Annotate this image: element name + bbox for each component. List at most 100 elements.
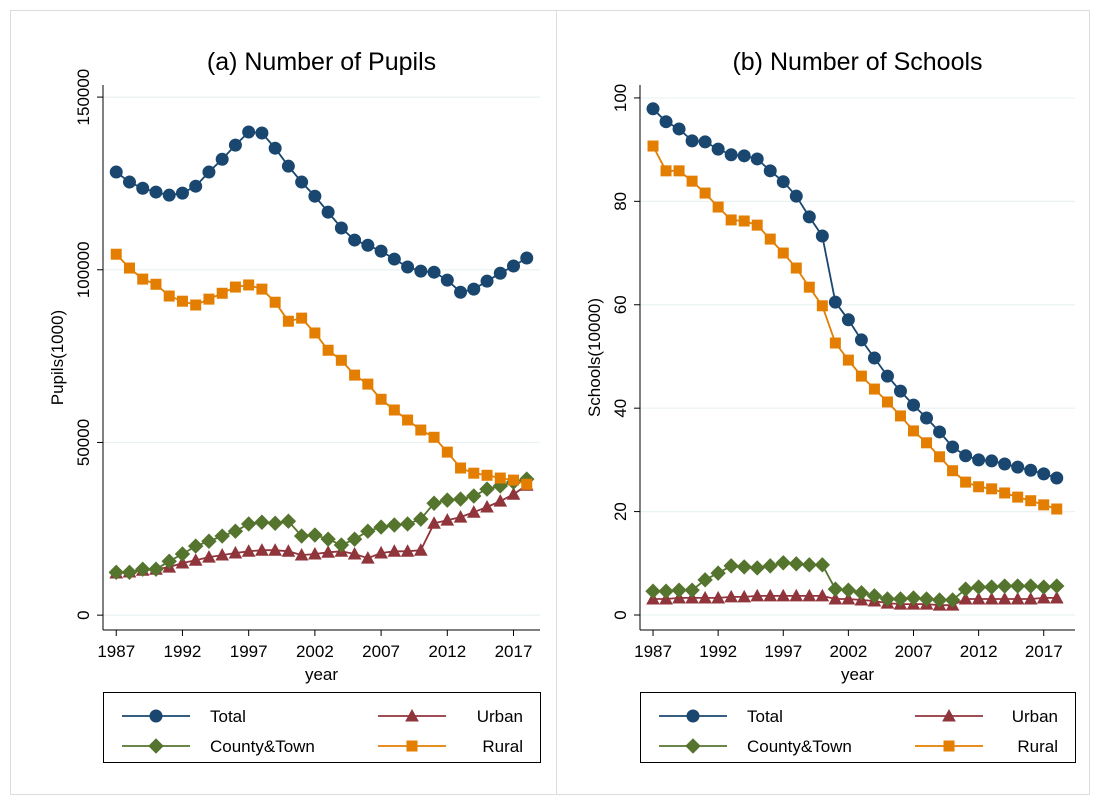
marker [415,424,427,436]
marker [672,122,686,136]
marker [790,262,802,274]
chart-title: (a) Number of Pupils [207,48,436,76]
marker [296,312,308,324]
marker [931,592,948,608]
marker [646,102,660,116]
marker [908,425,920,437]
marker [150,278,162,290]
marker [776,175,790,189]
marker [1010,591,1025,605]
marker [255,543,269,556]
y-tick-label: 100 [611,84,630,112]
marker [985,454,999,468]
marker [1049,578,1065,594]
marker [453,510,468,523]
marker [254,514,270,530]
marker [123,262,135,274]
marker [711,590,725,604]
marker [176,295,188,307]
marker [775,555,791,571]
marker [481,469,493,481]
marker [256,283,268,295]
marker [893,384,907,398]
x-tick-label: 1987 [634,642,672,661]
marker [255,126,269,140]
marker [413,543,428,556]
marker [998,457,1012,471]
x-tick-label: 2012 [960,642,998,661]
marker [905,590,922,606]
marker [972,453,986,467]
marker [321,205,335,219]
marker [777,247,789,259]
marker [374,545,388,559]
legend-label: Urban [1012,707,1058,726]
y-tick-label: 0 [611,610,630,619]
marker [892,591,909,607]
marker [907,398,921,412]
marker [148,561,164,577]
marker [738,215,750,227]
marker [815,229,829,243]
marker [751,219,763,231]
marker [295,175,309,189]
legend-label: Rural [482,737,523,756]
legend-label: County&Town [747,737,852,756]
marker [698,135,712,149]
marker [282,315,294,327]
y-tick-label: 150000 [74,69,93,126]
marker [1024,463,1038,477]
marker [802,210,816,224]
legend-box [640,692,1076,763]
marker [439,492,456,508]
marker [1036,579,1052,595]
marker [1011,460,1025,474]
y-tick-label: 80 [611,192,630,211]
marker [933,425,947,439]
marker [788,556,804,572]
marker [309,327,321,339]
marker [750,588,765,602]
x-tick-label: 1992 [164,642,202,661]
marker [946,440,960,454]
marker [724,589,739,603]
marker [215,548,230,561]
marker [645,583,661,599]
marker [868,383,880,395]
marker [241,544,256,557]
marker [135,561,151,577]
marker [229,281,241,293]
marker [109,165,123,179]
marker [1037,467,1051,481]
marker [855,370,867,382]
marker [136,181,150,195]
marker [1051,503,1063,515]
marker [480,274,494,288]
marker [190,299,202,311]
marker [827,581,844,597]
marker [996,578,1013,594]
marker [480,500,494,513]
marker [986,483,998,495]
marker [349,369,361,381]
marker [400,544,415,557]
marker [841,591,856,605]
marker [959,449,973,463]
marker [455,462,467,474]
marker [673,165,685,177]
marker [426,495,442,511]
marker [466,505,481,518]
marker [452,491,469,507]
legend-label: County&Town [210,737,315,756]
marker [685,134,699,148]
marker [984,591,999,605]
marker [802,588,817,602]
marker [840,582,857,598]
x-axis-title: year [305,665,338,684]
marker [866,588,883,604]
marker [983,579,1000,595]
x-tick-label: 2017 [1025,642,1063,661]
marker [711,142,725,156]
marker [188,553,203,566]
